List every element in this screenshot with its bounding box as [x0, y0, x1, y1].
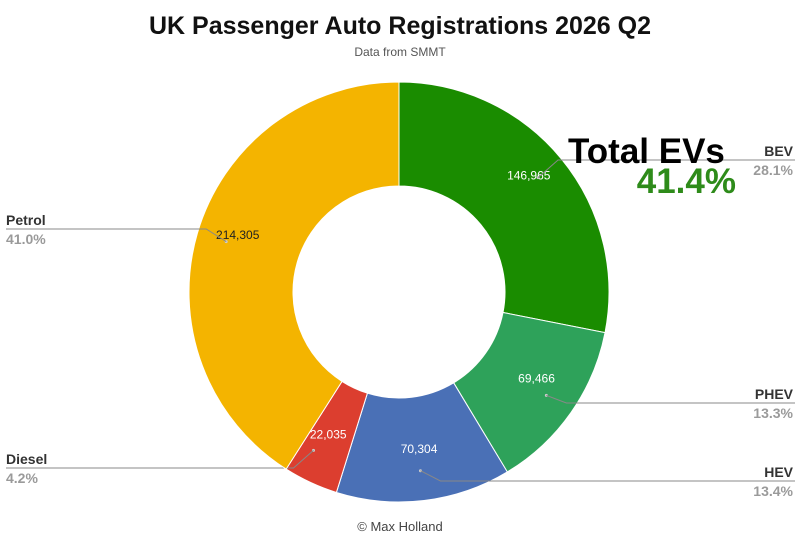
slice-percent-phev: 13.3% — [753, 405, 793, 421]
slice-label-phev: PHEV — [755, 386, 794, 402]
leader-line-phev — [546, 394, 795, 404]
slice-bev — [398, 81, 610, 334]
slice-percent-hev: 13.4% — [753, 483, 793, 499]
leader-line-hev — [420, 470, 795, 482]
slice-value-hev: 70,304 — [401, 442, 438, 456]
slice-label-hev: HEV — [764, 464, 793, 480]
total-evs-title: Total EVs — [568, 132, 725, 171]
leader-line-petrol — [6, 228, 227, 243]
slice-value-bev: 146,965 — [507, 168, 551, 182]
chart-title: UK Passenger Auto Registrations 2026 Q2 — [148, 12, 651, 40]
slice-percent-petrol: 41.0% — [6, 231, 46, 247]
slice-percent-diesel: 4.2% — [6, 470, 38, 486]
slice-petrol — [188, 81, 400, 470]
slice-percent-bev: 28.1% — [753, 162, 793, 178]
slice-value-phev: 69,466 — [518, 371, 555, 385]
slice-label-bev: BEV — [764, 143, 793, 159]
total-evs-value: 41.4% — [636, 162, 736, 201]
leader-line-diesel — [6, 450, 314, 469]
chart-subtitle: Data from SMMT — [354, 45, 446, 59]
credit-text: © Max Holland — [357, 519, 443, 534]
slice-value-petrol: 214,305 — [216, 228, 260, 242]
slice-label-petrol: Petrol — [6, 212, 46, 228]
slice-value-diesel: 22,035 — [310, 427, 347, 441]
leader-line-bev — [537, 159, 795, 179]
slice-label-diesel: Diesel — [6, 451, 47, 467]
